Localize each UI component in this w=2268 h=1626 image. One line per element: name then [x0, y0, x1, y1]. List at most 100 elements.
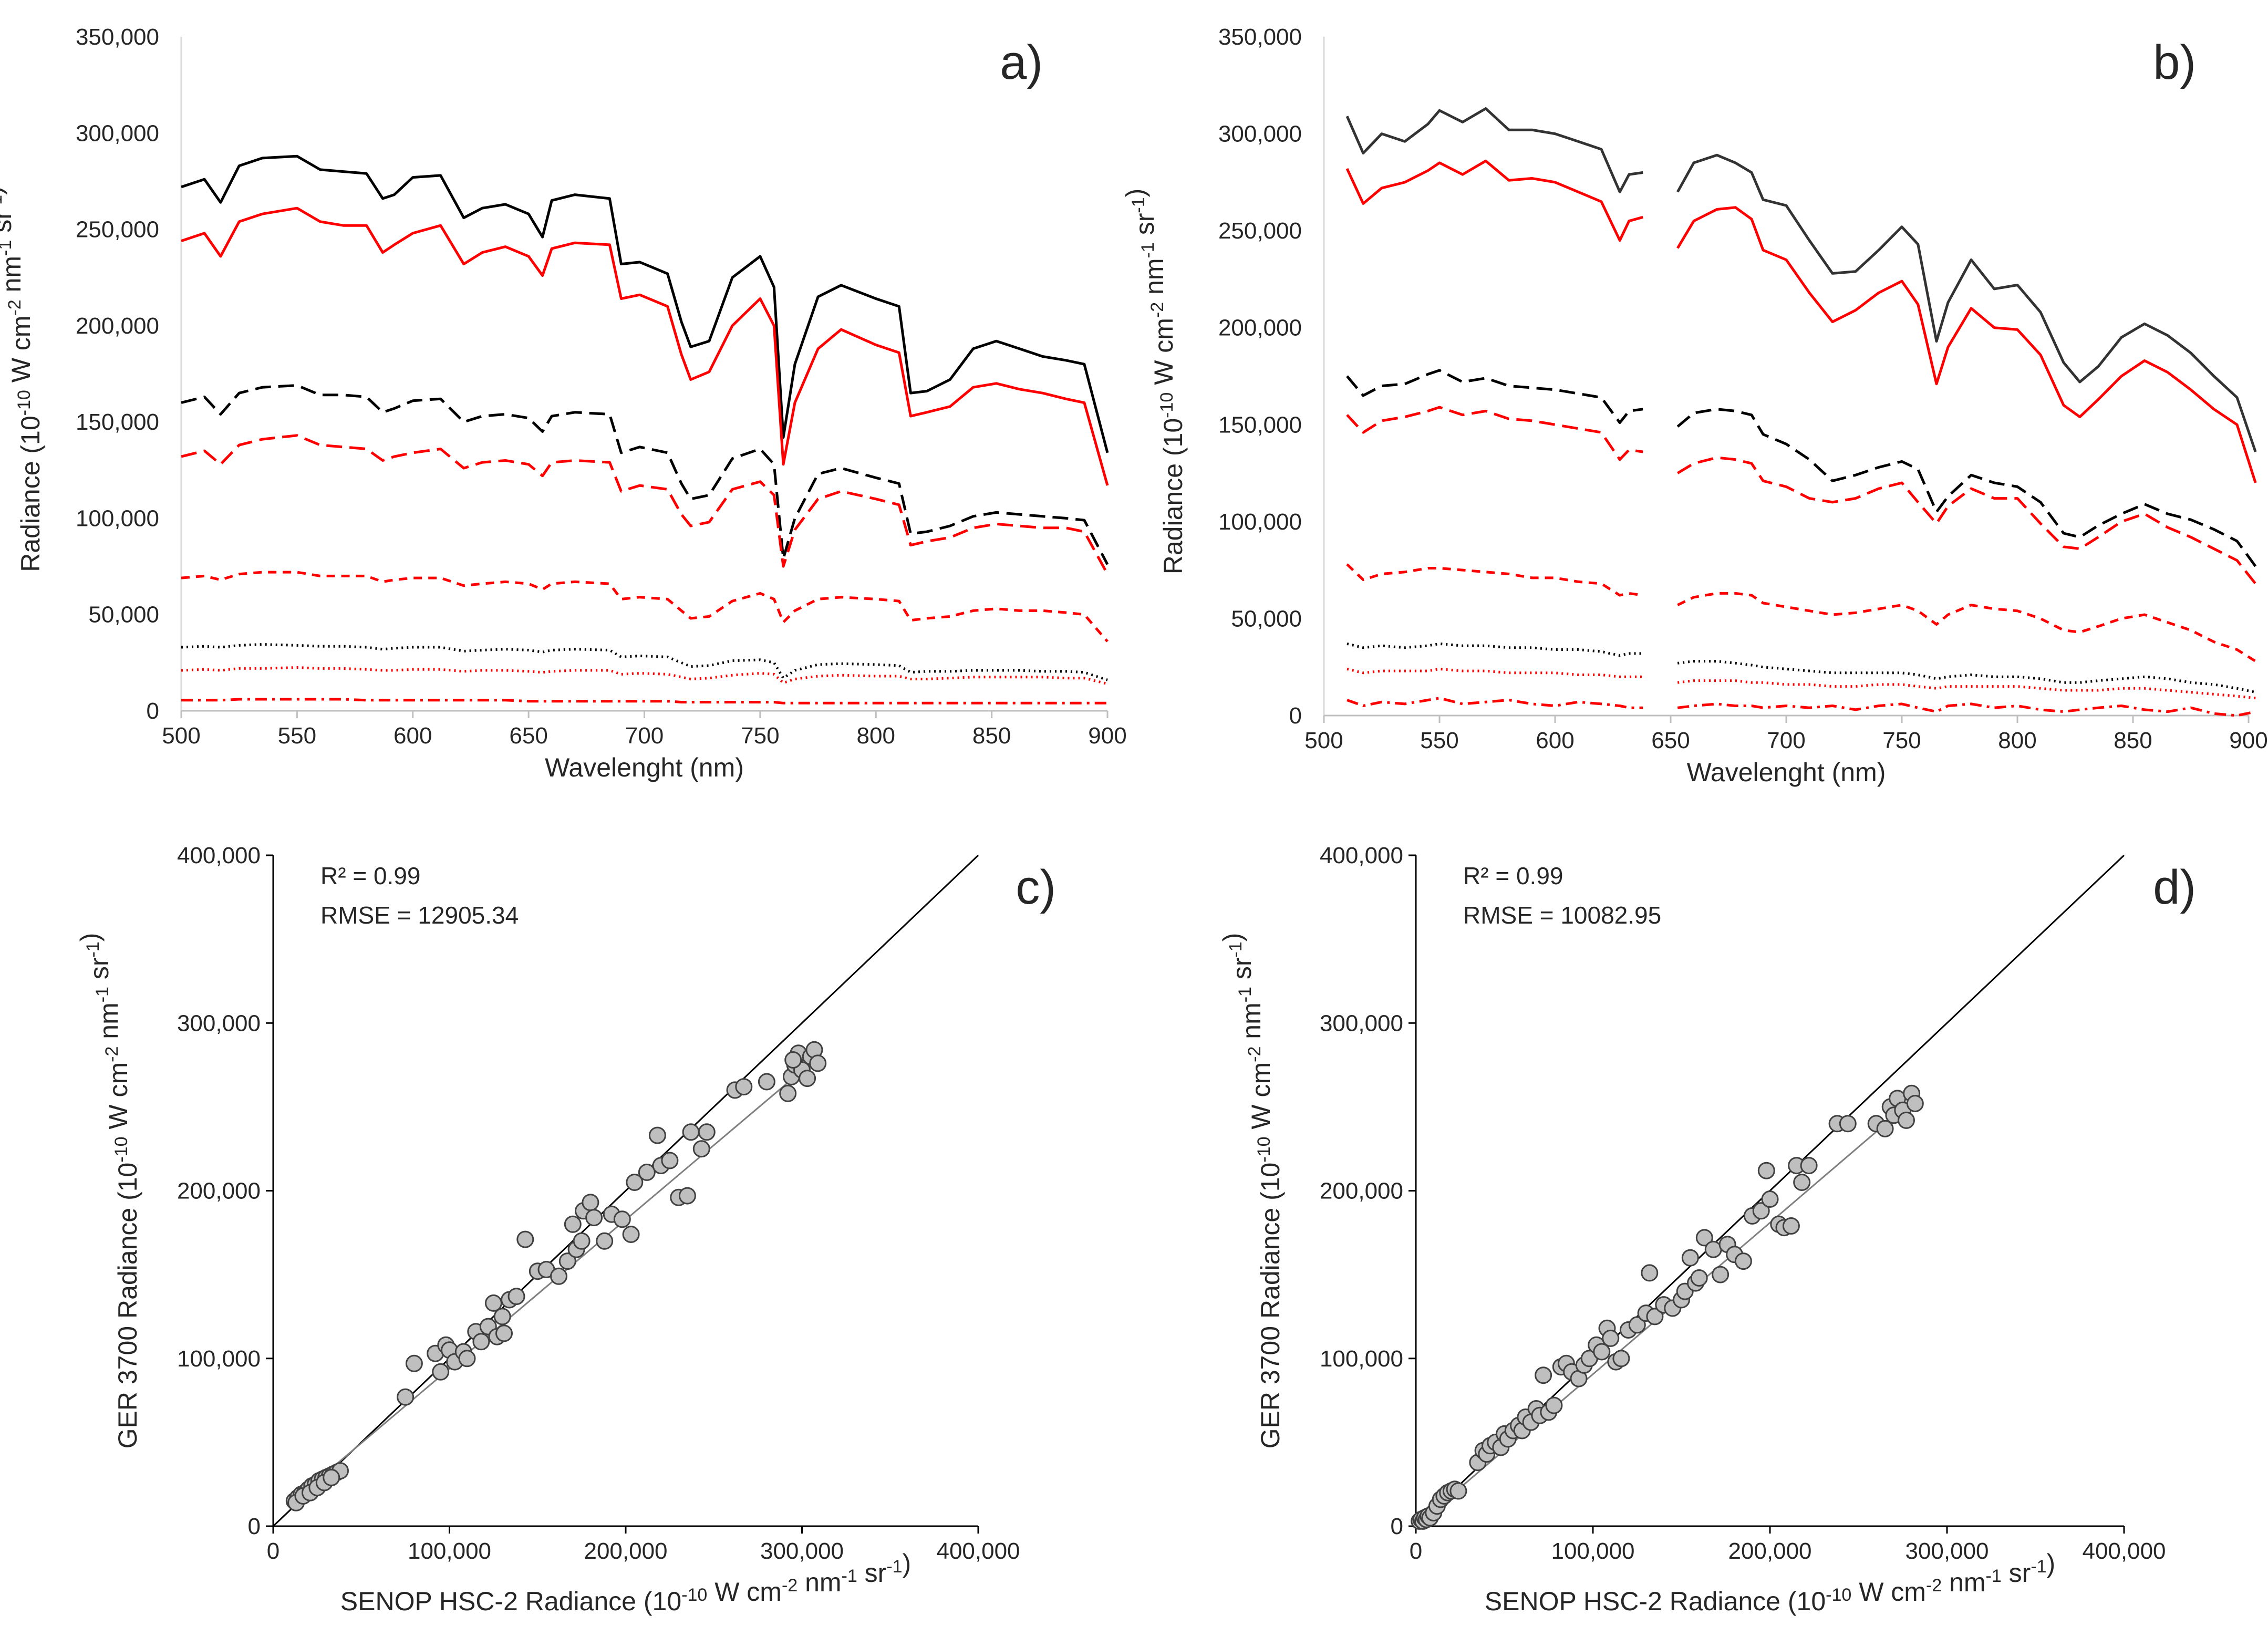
- x-axis-label: SENOP HSC-2 Radiance (10-10 W cm-2 nm-1 …: [1485, 1549, 2055, 1616]
- x-tick-label: 400,000: [2082, 1538, 2166, 1564]
- x-tick-label: 200,000: [584, 1538, 667, 1564]
- x-axis-label: Wavelenght (nm): [545, 753, 744, 782]
- unit-exponent: -2: [782, 1576, 798, 1596]
- x-tick-label: 600: [1536, 728, 1574, 753]
- data-point: [1734, 1252, 1752, 1270]
- y-tick-label: 250,000: [1218, 218, 1302, 244]
- data-point: [799, 1070, 816, 1088]
- series-line: [1346, 406, 1643, 461]
- line-panel-b: 0 50,000 100,000 150,000 200,000 250,000 300,0…: [1121, 24, 2268, 787]
- data-point: [638, 1163, 656, 1181]
- x-tick-label: 100,000: [1551, 1538, 1634, 1564]
- y-tick-label: 100,000: [1218, 509, 1302, 535]
- unit-text: nm: [1942, 1568, 1985, 1597]
- y-tick-label: 0: [1391, 1514, 1403, 1539]
- data-point: [758, 1073, 775, 1091]
- data-point: [397, 1388, 415, 1406]
- data-point: [564, 1215, 582, 1233]
- unit-text: ): [903, 1549, 912, 1578]
- data-point: [1545, 1396, 1563, 1414]
- y-tick-label: 0: [1289, 703, 1302, 729]
- series-line: [1347, 667, 1643, 678]
- data-point: [678, 1187, 696, 1205]
- data-point: [1628, 1316, 1646, 1334]
- unit-exponent: -1: [842, 1566, 857, 1586]
- x-tick-label: 300,000: [1905, 1538, 1989, 1564]
- data-point: [516, 1230, 534, 1248]
- panel-label: d): [2153, 861, 2196, 914]
- data-point: [596, 1232, 614, 1250]
- unit-exponent: -10: [1254, 1136, 1274, 1162]
- y-axis-label: GER 3700 Radiance (10-10 W cm-2 nm-1 sr-…: [1218, 933, 1285, 1449]
- y-tick-label: 150,000: [1218, 412, 1302, 438]
- unit-exponent: -1: [1986, 1566, 2002, 1586]
- x-tick-label: 850: [972, 723, 1011, 749]
- series-line: [1677, 592, 2256, 662]
- data-point: [779, 1084, 797, 1102]
- data-point: [735, 1078, 753, 1096]
- y-tick-label: 50,000: [1231, 606, 1302, 631]
- y-tick-label: 200,000: [177, 1178, 261, 1204]
- series-line: [181, 666, 1108, 686]
- x-tick-label: 600: [393, 723, 432, 749]
- y-tick-label: 400,000: [177, 843, 261, 868]
- series-line: [181, 643, 1108, 681]
- data-point: [558, 1252, 576, 1270]
- y-axis-label: Radiance (10-10 W cm-2 nm-1 sr-1): [1121, 189, 1188, 574]
- data-point: [692, 1140, 710, 1158]
- y-tick-label: 50,000: [88, 602, 159, 628]
- unit-text: W cm: [707, 1577, 782, 1607]
- series-line: [1676, 206, 2257, 483]
- x-tick-label: 650: [509, 723, 547, 749]
- x-tick-label: 0: [267, 1538, 279, 1564]
- unit-text: W cm: [103, 1062, 133, 1137]
- y-axis-label: GER 3700 Radiance (10-10 W cm-2 nm-1 sr-…: [75, 933, 142, 1449]
- data-point: [1681, 1249, 1699, 1267]
- regression-line: [290, 1062, 812, 1504]
- unit-text: nm: [798, 1568, 841, 1597]
- y-tick-label: 150,000: [76, 409, 159, 435]
- data-point: [1876, 1120, 1894, 1137]
- data-point: [585, 1209, 603, 1227]
- data-point: [1612, 1350, 1630, 1368]
- panel-label: a): [1000, 36, 1043, 89]
- data-point: [1641, 1264, 1659, 1282]
- unit-exponent: -1: [2031, 1557, 2046, 1577]
- data-point: [1839, 1115, 1857, 1133]
- unit-text: sr: [0, 211, 17, 240]
- data-point: [1898, 1111, 1915, 1129]
- series-line: [181, 698, 1107, 705]
- y-tick-label: 0: [147, 698, 159, 724]
- unit-exponent: -10: [681, 1585, 707, 1605]
- data-point: [550, 1267, 567, 1285]
- unit-exponent: -1: [1235, 987, 1255, 1002]
- data-point: [626, 1174, 644, 1191]
- y-tick-label: 200,000: [1218, 315, 1302, 341]
- y-tick-label: 200,000: [1320, 1178, 1403, 1204]
- unit-exponent: -1: [1128, 197, 1148, 213]
- x-tick-label: 750: [741, 723, 779, 749]
- unit-text: ): [75, 933, 105, 942]
- x-tick-label: 800: [857, 723, 895, 749]
- data-point: [1800, 1157, 1818, 1175]
- data-point: [472, 1333, 490, 1351]
- data-point: [682, 1123, 700, 1141]
- y-tick-label: 300,000: [76, 120, 159, 146]
- data-point: [1793, 1174, 1811, 1191]
- x-tick-label: 900: [1088, 723, 1126, 749]
- data-point: [1757, 1162, 1775, 1179]
- y-tick-label: 400,000: [1320, 843, 1403, 868]
- x-tick-label: 200,000: [1728, 1538, 1811, 1564]
- x-tick-label: 900: [2229, 728, 2267, 753]
- x-tick-label: 750: [1882, 728, 1921, 753]
- y-axis-label: Radiance (10-10 W cm-2 nm-1 sr-1): [0, 186, 45, 572]
- unit-text: ): [2047, 1549, 2056, 1578]
- y-tick-label: 100,000: [76, 505, 159, 531]
- unit-text: GER 3700 Radiance (10: [113, 1163, 142, 1449]
- series-line: [181, 434, 1109, 575]
- data-point: [698, 1123, 716, 1141]
- unit-exponent: -1: [0, 240, 15, 256]
- unit-exponent: -1: [1226, 941, 1246, 957]
- data-point: [622, 1226, 640, 1243]
